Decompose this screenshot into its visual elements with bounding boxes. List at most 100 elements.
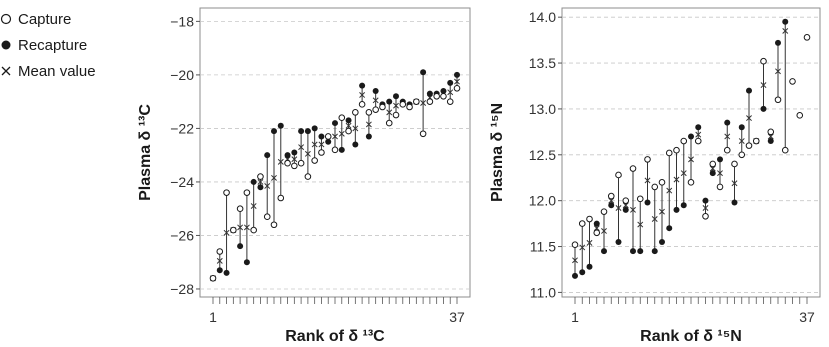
legend-item-mean-value: Mean value [0,58,96,84]
capture-point [243,189,251,196]
mean-marker [775,68,781,75]
capture-point [324,133,332,140]
recapture-point [702,197,709,204]
capture-point [651,183,659,191]
legend-label-capture: Capture [18,10,72,28]
recapture-point [345,117,352,124]
capture-point [615,171,622,179]
capture-point [731,160,738,168]
mean-marker [738,138,745,144]
y-tick-label: 11.5 [530,239,556,255]
x-tick-label: 1 [209,309,217,325]
mean-marker [277,158,284,165]
recapture-point [277,122,284,129]
capture-point [803,34,811,41]
recapture-point [216,267,223,274]
y-tick-label: 13.5 [529,55,556,71]
capture-point [338,114,346,122]
capture-point [709,160,717,168]
recapture-point [644,199,651,206]
mean-marker [673,176,680,183]
mean-marker [637,221,644,228]
capture-point [723,146,731,154]
capture-point [571,241,579,249]
capture-point [665,149,673,157]
open-circle-icon [0,13,12,25]
capture-point [687,179,695,186]
mean-marker [243,224,250,231]
capture-point [372,106,379,113]
mean-marker [372,97,379,104]
mean-marker [593,225,600,232]
recapture-point [622,206,629,213]
capture-point [796,112,804,119]
recapture-point [264,152,271,159]
capture-point [716,183,724,191]
mean-marker [680,170,687,177]
mean-marker [746,115,752,122]
recapture-point [666,225,673,232]
capture-point [263,213,271,221]
recapture-point [352,141,359,148]
recapture-point [338,146,345,153]
capture-point [636,195,644,203]
recapture-point [738,124,745,131]
recapture-point [318,133,325,140]
capture-point [658,179,666,186]
x-tick-label: 1 [571,309,579,325]
mean-marker [386,109,393,116]
recapture-point [651,248,658,255]
capture-point [419,130,427,138]
mean-marker [454,78,460,85]
mean-marker [615,205,622,211]
capture-point [277,194,285,202]
capture-point [257,173,264,180]
y-tick-label: 13.0 [529,101,556,117]
mean-marker [257,178,264,185]
capture-point [406,103,413,111]
recapture-point [284,152,291,159]
x-tick-label: 37 [449,309,465,325]
recapture-point [572,272,578,279]
y-tick-label: −28 [170,281,194,297]
legend-label-mean-value: Mean value [18,62,96,80]
capture-point [297,159,305,167]
capture-point [311,157,318,164]
recapture-point [760,105,767,112]
mean-marker [586,239,593,246]
mean-marker [782,27,789,34]
capture-point [446,98,454,105]
capture-point [607,192,615,200]
mean-marker [318,141,325,148]
recapture-point [615,238,622,245]
mean-marker [345,122,352,129]
recapture-point [359,82,366,89]
mean-marker [332,133,338,140]
mean-marker [359,92,366,98]
capture-point [230,226,237,234]
recapture-point [223,269,230,276]
x-axis-title: Rank of δ ¹⁵N [640,328,742,345]
capture-point [629,165,637,172]
mean-marker [304,150,311,157]
mean-marker [291,156,298,163]
y-tick-label: 12.5 [529,147,556,163]
capture-point [694,137,702,145]
mean-marker [767,133,774,140]
recapture-point [325,138,332,145]
mean-marker [688,156,694,163]
recapture-point [257,184,264,191]
recapture-point [426,90,433,97]
capture-point [738,151,746,159]
capture-point [304,173,312,180]
capture-point [767,128,775,136]
capture-point [752,137,760,145]
capture-point [774,96,782,104]
capture-point [284,159,291,167]
mean-marker [630,206,636,213]
recapture-point [586,263,593,270]
mean-marker [365,121,372,128]
recapture-point [601,248,607,255]
capture-point [586,215,593,223]
capture-point [781,146,789,154]
